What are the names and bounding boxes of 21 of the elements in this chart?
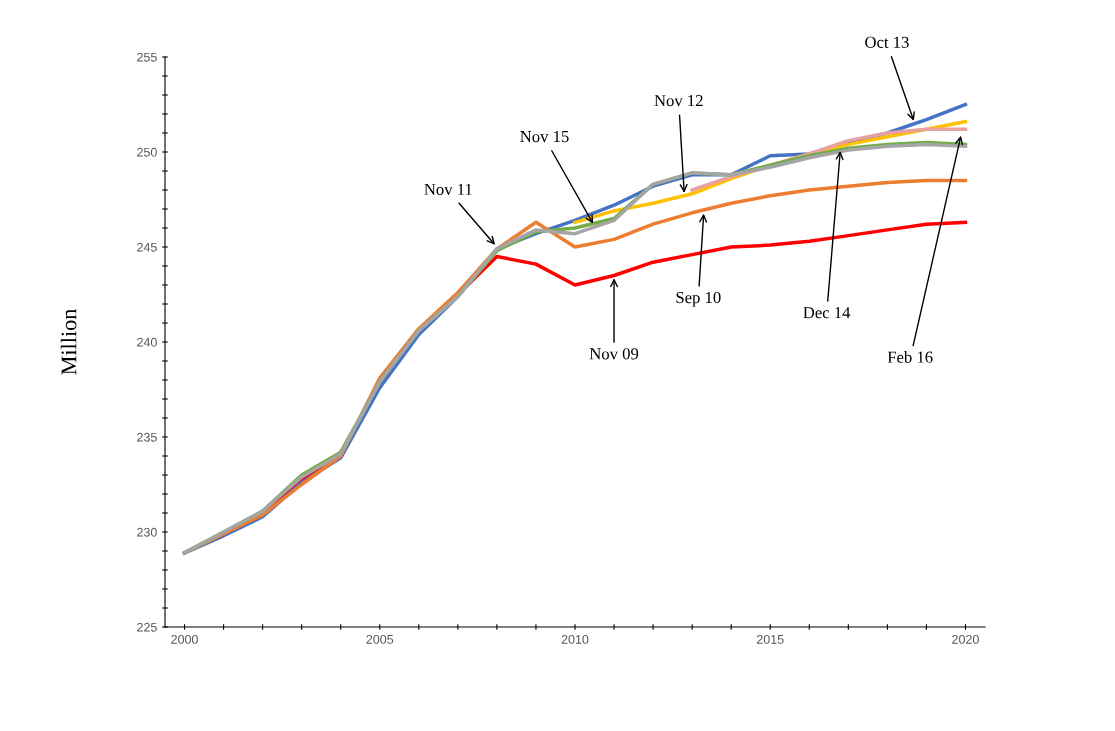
y-tick-label: 230: [137, 527, 157, 537]
x-tick-label: 2020: [952, 634, 979, 644]
y-tick-label: 225: [137, 622, 157, 632]
annotation: Sep 10: [676, 291, 721, 307]
annotation: Oct 13: [865, 36, 909, 48]
y-axis-title: Million: [60, 309, 77, 375]
y-tick-label: 235: [137, 432, 157, 442]
annotation: Dec 14: [803, 307, 851, 319]
annotation: Nov 11: [424, 183, 472, 195]
annotation: Nov 09: [589, 348, 639, 360]
x-tick-label: 2010: [561, 634, 589, 644]
y-tick-label: 240: [137, 337, 157, 347]
annotation: Nov 12: [654, 95, 703, 107]
y-tick-label: 255: [137, 52, 157, 62]
annotation: Nov 15: [520, 130, 569, 143]
x-tick-label: 2005: [366, 634, 394, 644]
y-tick-label: 245: [137, 242, 157, 252]
y-tick-label: 250: [137, 147, 157, 157]
x-tick-label: 2015: [756, 634, 784, 644]
annotation: Feb 16: [887, 351, 933, 363]
x-tick-label: 2000: [171, 634, 198, 644]
